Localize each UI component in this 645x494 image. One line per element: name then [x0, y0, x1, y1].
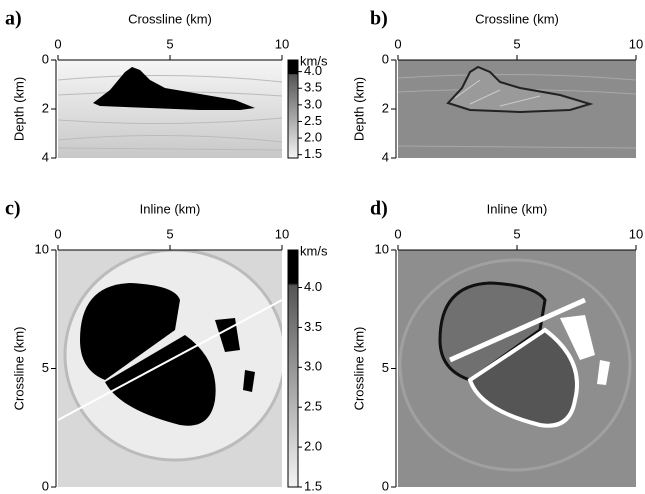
x-axis-title: Crossline (km): [128, 11, 212, 26]
y-tick-label: 0: [42, 51, 49, 66]
colorbar-tick-label: 1.5: [304, 478, 322, 493]
x-tick-label: 5: [166, 226, 173, 241]
x-tick-label: 5: [513, 226, 520, 241]
y-tick-label: 10: [375, 241, 389, 256]
colorbar-tick-label: 2.0: [304, 130, 322, 145]
colorbar-unit: km/s: [300, 53, 328, 68]
x-axis-title: Inline (km): [140, 201, 201, 216]
y-tick-label: 10: [35, 241, 49, 256]
colorbar-tick-label: 3.0: [304, 96, 322, 111]
x-axis-title: Inline (km): [487, 201, 548, 216]
y-axis-title: Crossline (km): [11, 327, 26, 411]
y-axis-title: Depth (km): [11, 77, 26, 141]
x-tick-label: 0: [394, 226, 401, 241]
colorbar-tick-label: 2.5: [304, 399, 322, 414]
y-tick-label: 4: [382, 149, 389, 164]
x-tick-label: 5: [166, 36, 173, 51]
colorbar-tick-label: 1.5: [304, 146, 322, 161]
migrated-image: [398, 60, 636, 158]
colorbar-tick-label: 3.5: [304, 319, 322, 334]
migrated-slice: [398, 250, 636, 487]
y-axis-title: Depth (km): [351, 77, 366, 141]
colorbar-tick-label: 2.0: [304, 439, 322, 454]
colorbar-tick-label: 4.0: [304, 63, 322, 78]
x-tick-label: 10: [629, 36, 643, 51]
y-tick-label: 2: [42, 100, 49, 115]
colorbar-tick-label: 2.5: [304, 113, 322, 128]
x-tick-label: 5: [513, 36, 520, 51]
velocity-slice: [58, 250, 282, 487]
y-tick-label: 0: [382, 51, 389, 66]
x-tick-label: 0: [54, 226, 61, 241]
y-tick-label: 2: [382, 100, 389, 115]
colorbar-tick-label: 3.5: [304, 80, 322, 95]
x-tick-label: 10: [629, 226, 643, 241]
x-tick-label: 10: [275, 36, 289, 51]
y-tick-label: 0: [382, 478, 389, 493]
colorbar-unit: km/s: [300, 243, 328, 258]
x-tick-label: 10: [275, 226, 289, 241]
colorbar: [287, 249, 299, 488]
panel-label: b): [370, 8, 388, 30]
colorbar-tick-label: 4.0: [304, 279, 322, 294]
velocity-image: [58, 60, 282, 158]
y-tick-label: 5: [382, 360, 389, 375]
panel-label: c): [5, 198, 21, 220]
colorbar-tick-label: 3.0: [304, 359, 322, 374]
y-tick-label: 5: [42, 360, 49, 375]
y-axis-title: Crossline (km): [351, 327, 366, 411]
x-tick-label: 0: [394, 36, 401, 51]
panel-label: d): [370, 198, 388, 220]
y-tick-label: 0: [42, 478, 49, 493]
panel-label: a): [5, 8, 22, 30]
x-tick-label: 0: [54, 36, 61, 51]
colorbar: [287, 59, 299, 159]
x-axis-title: Crossline (km): [475, 11, 559, 26]
y-tick-label: 4: [42, 149, 49, 164]
